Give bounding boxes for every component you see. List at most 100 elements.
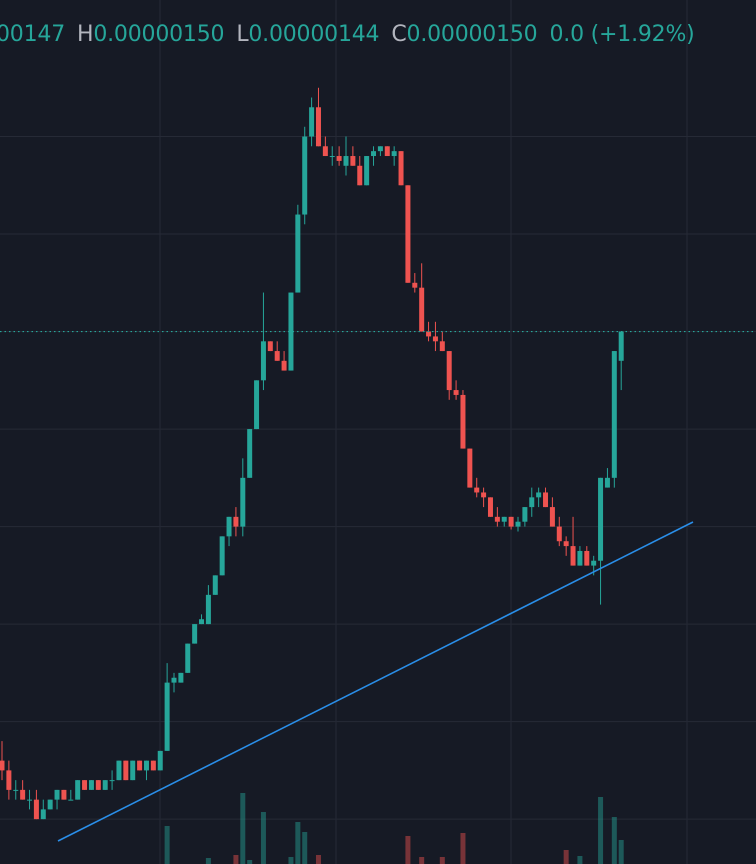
candle-body [563, 541, 569, 547]
candle-body [515, 521, 521, 527]
candle-body [109, 780, 115, 782]
candle-body [598, 477, 604, 561]
candle-body [350, 156, 356, 166]
candle-body [185, 643, 191, 673]
candle-body [240, 477, 246, 527]
candle-body [329, 156, 335, 158]
candle-body [150, 760, 156, 771]
candle-body [611, 351, 617, 478]
candle-body [61, 789, 67, 800]
candle-body [439, 341, 445, 352]
candle-body [260, 341, 266, 381]
candle-body [116, 760, 122, 781]
candle-body [487, 497, 493, 517]
candle-body [171, 677, 177, 683]
candle-body [391, 151, 397, 157]
volume-bar [577, 856, 583, 864]
change-pct: (+1.92%) [590, 22, 695, 47]
candle-body [82, 780, 88, 790]
candle-body [267, 341, 273, 352]
ohlc-header: 00147 H0.00000150 L0.00000144 C0.00000150 0.… [0, 22, 695, 47]
volume-bar [240, 793, 246, 864]
candle-body [157, 750, 163, 771]
candle-body [288, 292, 294, 371]
volume-bar [405, 836, 411, 864]
candle-body [384, 146, 390, 157]
candle-body [137, 760, 143, 771]
candle-body [205, 594, 211, 625]
candle-body [543, 492, 549, 508]
candle-body [536, 492, 542, 498]
low-key: L [236, 22, 249, 47]
volume-bar [233, 855, 239, 864]
candle-body [474, 487, 480, 493]
candle-body [529, 497, 535, 508]
volume-bar [460, 833, 466, 864]
candle-body [40, 809, 46, 820]
candle-body [164, 682, 170, 751]
volume-bar [419, 857, 425, 864]
candles [0, 87, 624, 820]
trend-line [57, 521, 694, 842]
candle-body [102, 780, 108, 790]
candle-body [467, 448, 473, 488]
candle-body [226, 516, 232, 537]
candle-body [247, 429, 253, 478]
candle-body [460, 394, 466, 449]
candle-body [426, 331, 432, 337]
high-key: H [77, 22, 94, 47]
candle-body [130, 760, 136, 781]
candle-body [446, 351, 452, 391]
candle-body [54, 789, 60, 800]
volume-bar [315, 855, 321, 864]
candle-body [75, 780, 81, 800]
candle-body [13, 789, 19, 791]
volume [164, 793, 624, 864]
volume-bar [260, 812, 266, 864]
candle-body [95, 780, 101, 790]
candle-body [233, 516, 239, 527]
candle-body [481, 492, 487, 498]
candle-body [577, 550, 583, 566]
candle-body [604, 477, 610, 488]
volume-bar [618, 840, 624, 864]
candle-body [364, 156, 370, 186]
high-value: 0.00000150 [93, 22, 225, 47]
volume-bar [164, 826, 170, 864]
candle-body [371, 151, 377, 157]
candle-body [20, 789, 26, 800]
candle-body [322, 146, 328, 157]
candle-body [178, 672, 184, 683]
volume-bar [439, 857, 445, 864]
candle-body [494, 516, 500, 522]
volume-bar [302, 832, 308, 864]
candle-body [219, 536, 225, 576]
candle-body [377, 146, 383, 152]
candle-body [47, 799, 53, 810]
open-value: 00147 [0, 22, 65, 47]
candle-body [570, 546, 576, 566]
candle-body [254, 380, 260, 430]
candle-body [33, 799, 39, 820]
candle-body [432, 336, 438, 342]
candle-body [315, 107, 321, 147]
candle-body [302, 136, 308, 215]
volume-bar [598, 797, 604, 864]
candle-body [295, 214, 301, 293]
candle-body [556, 526, 562, 542]
candle-body [123, 760, 129, 781]
candle-body [309, 107, 315, 137]
volume-bar [288, 857, 294, 864]
volume-bar [247, 860, 253, 864]
candle-body [412, 282, 418, 288]
low-value: 0.00000144 [248, 22, 380, 47]
candle-body [343, 156, 349, 166]
candle-body [281, 360, 287, 371]
candle-body [0, 760, 5, 771]
candle-body [405, 185, 411, 283]
candle-body [357, 165, 363, 186]
candle-body [591, 560, 597, 566]
